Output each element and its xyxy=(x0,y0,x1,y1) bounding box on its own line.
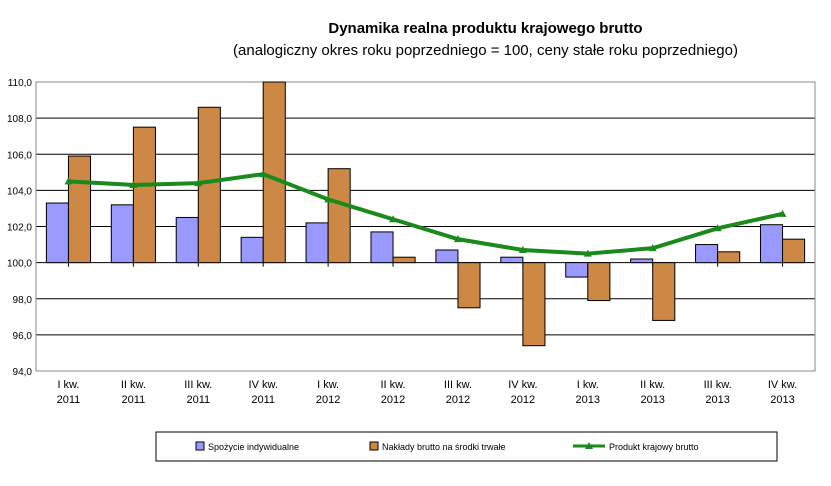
bar-investment xyxy=(327,168,351,264)
bar-consumption xyxy=(370,231,394,264)
x-tick-label: IV kw. xyxy=(768,379,797,391)
line-marker xyxy=(583,249,592,257)
x-tick-label: III kw. xyxy=(184,379,212,391)
line-marker xyxy=(194,179,203,187)
chart-subtitle: (analogiczny okres roku poprzedniego = 1… xyxy=(233,42,738,59)
bar-investment xyxy=(392,256,416,264)
x-tick-label: 2012 xyxy=(446,394,470,406)
x-tick-label: IV kw. xyxy=(508,379,537,391)
x-tick-label: 2013 xyxy=(705,394,729,406)
line-marker xyxy=(648,244,657,252)
x-tick-label: 2013 xyxy=(576,394,600,406)
line-marker xyxy=(324,195,333,203)
y-tick-label: 102,0 xyxy=(7,223,32,234)
bar-consumption xyxy=(695,244,719,264)
bar-consumption xyxy=(565,262,589,278)
x-tick-label: 2013 xyxy=(770,394,794,406)
legend-swatch xyxy=(369,441,379,451)
line-marker xyxy=(713,224,722,232)
legend-label: Produkt krajowy brutto xyxy=(609,442,699,452)
line-marker xyxy=(518,245,527,253)
y-tick-label: 100,0 xyxy=(7,259,32,270)
x-tick-label: I kw. xyxy=(317,379,339,391)
x-tick-label: 2011 xyxy=(122,394,146,406)
bar-investment xyxy=(262,81,286,264)
bar-investment xyxy=(652,262,676,321)
x-tick-label: IV kw. xyxy=(249,379,278,391)
x-tick-label: I kw. xyxy=(577,379,599,391)
bar-investment xyxy=(132,126,156,264)
chart-title: Dynamika realna produktu krajowego brutt… xyxy=(328,20,643,37)
bar-consumption xyxy=(630,258,654,264)
bar-consumption xyxy=(305,222,329,264)
y-tick-label: 110,0 xyxy=(8,78,33,89)
line-marker xyxy=(259,170,268,178)
y-tick-label: 94,0 xyxy=(13,367,33,378)
bar-investment xyxy=(782,238,806,264)
bar-consumption xyxy=(759,224,784,264)
bar-investment xyxy=(717,251,741,264)
x-tick-label: 2011 xyxy=(57,394,81,406)
legend-marker xyxy=(585,442,593,449)
bar-consumption xyxy=(175,216,199,264)
plot-area xyxy=(35,81,816,372)
x-tick-label: 2011 xyxy=(251,394,275,406)
bar-consumption xyxy=(500,256,524,264)
legend-label: Spożycie indywidualne xyxy=(208,442,299,452)
line-marker xyxy=(389,215,398,223)
y-tick-label: 108,0 xyxy=(7,114,32,125)
line-marker xyxy=(129,180,138,188)
line-gdp xyxy=(68,172,783,256)
y-tick-label: 106,0 xyxy=(7,150,32,161)
line-marker xyxy=(778,209,787,217)
x-tick-label: I kw. xyxy=(57,379,79,391)
x-tick-label: 2012 xyxy=(381,394,405,406)
x-tick-label: II kw. xyxy=(640,379,665,391)
legend xyxy=(155,431,778,462)
y-tick-label: 98,0 xyxy=(13,295,33,306)
bar-investment xyxy=(587,262,611,302)
bar-investment xyxy=(67,155,92,264)
line-marker xyxy=(453,235,462,243)
bar-investment xyxy=(522,262,546,347)
x-tick-label: III kw. xyxy=(704,379,732,391)
bar-consumption xyxy=(435,249,459,264)
bar-consumption xyxy=(110,204,134,264)
x-tick-label: 2011 xyxy=(186,394,210,406)
x-tick-label: 2013 xyxy=(640,394,664,406)
x-tick-label: II kw. xyxy=(381,379,406,391)
line-marker xyxy=(64,177,73,185)
y-tick-label: 96,0 xyxy=(13,331,33,342)
x-tick-label: III kw. xyxy=(444,379,472,391)
x-tick-label: II kw. xyxy=(121,379,146,391)
legend-swatch xyxy=(195,441,205,451)
y-tick-label: 104,0 xyxy=(7,186,32,197)
x-tick-label: 2012 xyxy=(511,394,535,406)
bar-investment xyxy=(457,262,481,309)
legend-label: Nakłady brutto na środki trwałe xyxy=(382,442,506,452)
bar-consumption xyxy=(240,236,264,264)
bar-consumption xyxy=(45,202,69,264)
x-tick-label: 2012 xyxy=(316,394,340,406)
